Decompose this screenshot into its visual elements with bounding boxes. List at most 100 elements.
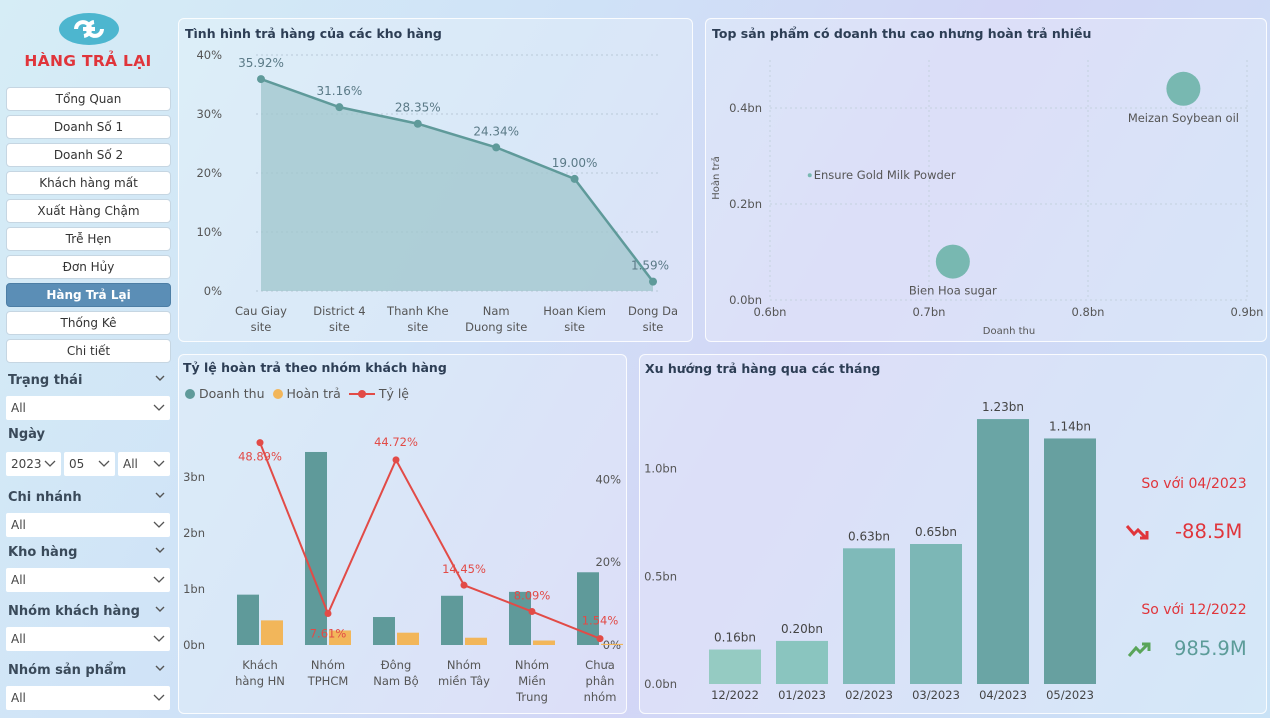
- filter-label-product-group: Nhóm sản phẩm: [8, 663, 127, 678]
- legend-label: Doanh thu: [199, 386, 265, 401]
- chevron-down-icon[interactable]: [155, 545, 165, 555]
- y-tick-label: 0.0bn: [729, 293, 762, 307]
- legend-line-icon: [348, 389, 375, 398]
- bar-doanh-thu: [305, 451, 327, 645]
- rate-label: 14.45%: [442, 562, 486, 576]
- x-tick-label: Đông Nam Bộ: [373, 658, 418, 688]
- chevron-down-icon[interactable]: [155, 663, 165, 673]
- rate-label: 7.61%: [310, 626, 347, 640]
- y-axis-title: Hoàn trả: [710, 156, 722, 199]
- filter-label-customer-group: Nhóm khách hàng: [8, 604, 140, 619]
- monthly-trend-chart: 0.0bn 0.5bn 1.0bn 0.16bn 12/2022 0.20bn 01/202…: [644, 400, 1096, 702]
- rate-point: [256, 439, 264, 447]
- chart-title: Tỷ lệ hoàn trả theo nhóm khách hàng: [183, 360, 447, 375]
- x-tick-label: Nhóm miền Tây: [438, 658, 490, 688]
- data-label: 0.20bn: [781, 622, 823, 636]
- x-tick-label: 0.8bn: [1072, 305, 1105, 319]
- day-dropdown[interactable]: All: [118, 452, 170, 476]
- nav-item[interactable]: Doanh Số 2: [6, 143, 171, 167]
- branch-dropdown[interactable]: All: [6, 513, 170, 537]
- y-tick-label: 10%: [196, 225, 222, 239]
- chevron-down-icon[interactable]: [155, 490, 165, 500]
- x-tick-label: 05/2023: [1046, 688, 1094, 702]
- legend-swatch: [185, 388, 195, 399]
- legend-label: Tỷ lệ: [378, 386, 409, 401]
- point-label: Meizan Soybean oil: [1128, 111, 1239, 125]
- x-tick-label: 04/2023: [979, 688, 1027, 702]
- kpi-value-prev-year: 985.9M: [1174, 637, 1247, 660]
- warehouse-return-chart: 0% 10% 20% 30% 40% 35.92% Cau Giay site 31.16% Di…: [196, 48, 678, 334]
- nav-item[interactable]: Doanh Số 1: [6, 115, 171, 139]
- dropdown-value: 2023: [11, 457, 42, 471]
- bar-hoan-tra: [601, 643, 623, 645]
- bar: [1044, 438, 1096, 684]
- product-group-dropdown[interactable]: All: [6, 686, 170, 710]
- nav-item[interactable]: Thống Kê: [6, 311, 171, 335]
- bar-doanh-thu: [373, 617, 395, 645]
- chevron-down-icon[interactable]: [155, 373, 165, 383]
- nav-item[interactable]: Chi tiết: [6, 339, 171, 363]
- x-tick-label: Dong Da site: [628, 304, 678, 334]
- data-point: [570, 174, 579, 183]
- rate-label: 1.54%: [582, 614, 619, 628]
- warehouse-dropdown[interactable]: All: [6, 568, 170, 592]
- x-tick-label: Nhóm TPHCM: [307, 658, 349, 688]
- chart-title: Top sản phẩm có doanh thu cao nhưng hoàn…: [712, 26, 1092, 41]
- bar-hoan-tra: [397, 632, 419, 645]
- dropdown-value: All: [11, 518, 26, 532]
- rate-point: [528, 608, 536, 616]
- x-tick-label: Nam Duong site: [465, 304, 527, 334]
- x-tick-label: 01/2023: [778, 688, 826, 702]
- trend-down-icon: [1125, 525, 1149, 540]
- rate-point: [460, 581, 468, 589]
- x-tick-label: District 4 site: [313, 304, 365, 334]
- nav-item[interactable]: Tổng Quan: [6, 87, 171, 111]
- point-label: Ensure Gold Milk Powder: [814, 168, 956, 182]
- rate-label: 8.09%: [514, 589, 551, 603]
- area-line: [260, 77, 654, 283]
- scatter-point: [807, 173, 812, 178]
- x-tick-label: 0.9bn: [1231, 305, 1264, 319]
- dropdown-value: 05: [69, 457, 85, 471]
- filter-label-status: Trạng thái: [8, 373, 83, 388]
- data-label: 19.00%: [552, 156, 598, 170]
- nav-item[interactable]: Xuất Hàng Chậm: [6, 199, 171, 223]
- nav-item[interactable]: Đơn Hủy: [6, 255, 171, 279]
- nav-item[interactable]: Trễ Hẹn: [6, 227, 171, 251]
- data-label: 0.16bn: [714, 631, 756, 645]
- dropdown-value: All: [11, 573, 26, 587]
- customer-group-dropdown[interactable]: All: [6, 627, 170, 651]
- chevron-down-icon[interactable]: [155, 604, 165, 614]
- rate-label: 44.72%: [374, 435, 418, 449]
- scatter-point: [935, 244, 970, 279]
- dropdown-value: All: [123, 457, 138, 471]
- data-point: [335, 103, 344, 112]
- x-tick-label: 0.7bn: [913, 305, 946, 319]
- area-fill: [261, 79, 653, 292]
- month-dropdown[interactable]: 05: [64, 452, 115, 476]
- point-label: Bien Hoa sugar: [909, 284, 997, 298]
- x-tick-label: Nhóm Miền Trung: [515, 658, 549, 704]
- status-dropdown[interactable]: All: [6, 396, 170, 420]
- x-tick-label: 12/2022: [711, 688, 759, 702]
- app-title: HÀNG TRẢ LẠI: [24, 52, 152, 70]
- nav-item[interactable]: Khách hàng mất: [6, 171, 171, 195]
- y-tick-label: 40%: [196, 48, 222, 62]
- dropdown-value: All: [11, 632, 26, 646]
- year-dropdown[interactable]: 2023: [6, 452, 61, 476]
- y-tick-label: 20%: [196, 166, 222, 180]
- scatter-point: [1166, 71, 1201, 106]
- nav-item[interactable]: Hàng Trả Lại: [6, 283, 171, 307]
- logo-icon: [59, 13, 119, 45]
- bar: [709, 649, 761, 684]
- y-tick-label: 1bn: [183, 582, 205, 596]
- bar-hoan-tra: [329, 630, 351, 645]
- data-point: [413, 119, 422, 128]
- bar-doanh-thu: [237, 594, 259, 645]
- trend-up-icon: [1127, 642, 1151, 657]
- rate-point: [392, 456, 400, 464]
- bar-hoan-tra: [261, 620, 283, 645]
- data-label: 0.63bn: [848, 529, 890, 543]
- sidebar: HÀNG TRẢ LẠI Tổng Quan Doanh Số 1 Doanh Số…: [0, 0, 176, 718]
- x-axis-title: Doanh thu: [983, 326, 1035, 337]
